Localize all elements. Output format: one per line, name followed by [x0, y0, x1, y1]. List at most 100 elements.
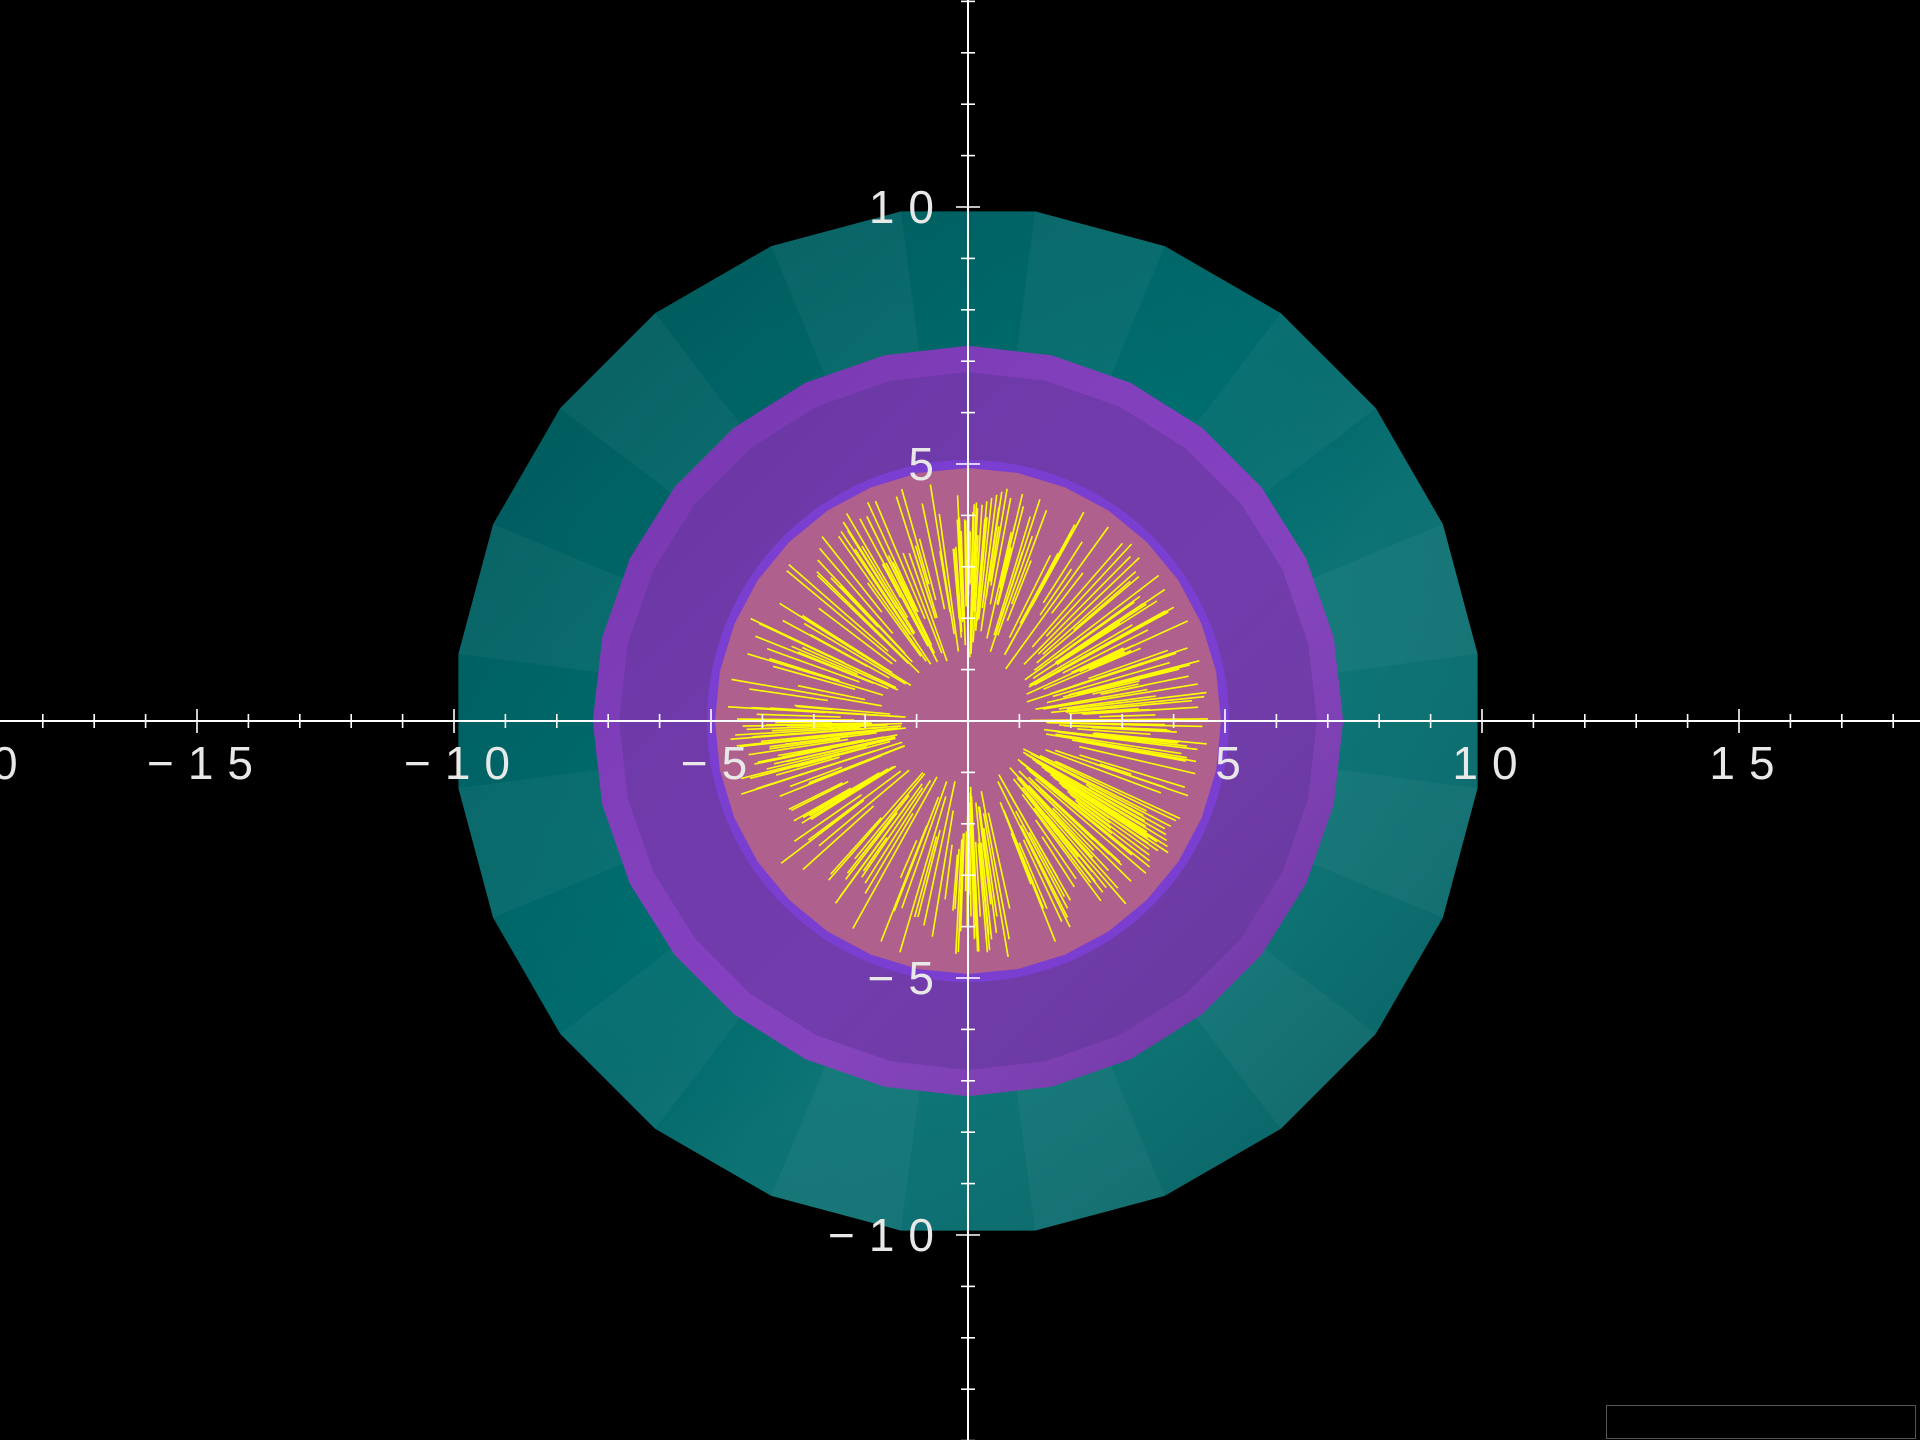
field-line [965, 520, 968, 606]
field-line [1016, 777, 1127, 905]
field-line [816, 571, 920, 674]
field-line [964, 831, 968, 892]
field-line [1079, 745, 1196, 775]
field-line [955, 839, 963, 954]
field-line [908, 552, 948, 662]
field-line [838, 535, 927, 662]
field-line [913, 836, 938, 918]
field-line [1032, 624, 1115, 679]
field-line [802, 646, 899, 691]
field-line [989, 526, 1000, 582]
field-line [980, 842, 993, 940]
field-line [1082, 702, 1165, 712]
field-line [1099, 763, 1132, 775]
field-line [978, 806, 998, 934]
field-line [802, 772, 880, 819]
field-line [751, 706, 906, 718]
field-line [993, 516, 1031, 636]
field-line [864, 779, 932, 884]
field-line [789, 766, 843, 788]
field-line [861, 787, 924, 878]
field-line [918, 538, 937, 601]
field-line [1067, 790, 1150, 850]
y-tick-label: 10 [869, 181, 948, 233]
field-line [1031, 542, 1124, 648]
field-line [982, 813, 1009, 958]
field-line [816, 801, 863, 837]
field-line [1052, 661, 1171, 698]
field-line [794, 704, 891, 715]
field-line [893, 796, 940, 912]
field-line [1033, 807, 1092, 884]
field-line [997, 781, 1071, 928]
field-line [1099, 714, 1156, 718]
field-line [730, 726, 884, 740]
field-line [1042, 541, 1083, 604]
field-line [997, 506, 1025, 606]
field-line [1020, 825, 1069, 918]
field-line [856, 829, 890, 874]
field-line [773, 736, 896, 765]
field-line [914, 545, 938, 619]
field-line [1045, 543, 1133, 637]
field-line [972, 504, 983, 643]
field-line [791, 780, 849, 812]
field-line [779, 754, 835, 771]
field-line [1052, 807, 1095, 851]
field-line [1053, 776, 1169, 854]
field-line [1029, 624, 1133, 686]
field-line [843, 522, 905, 619]
field-line [739, 727, 906, 748]
tick-labels: 0 −15 −10 −5 5 10 15 10 5 −5 −10 [0, 181, 1775, 1261]
field-line [1094, 763, 1189, 797]
field-line [983, 827, 998, 917]
field-line [1069, 793, 1111, 824]
field-line [987, 812, 1011, 909]
field-line [1031, 780, 1123, 866]
field-line [810, 633, 890, 679]
field-line [818, 769, 910, 847]
field-line [1056, 600, 1158, 666]
field-line [880, 825, 928, 942]
field-line [861, 545, 916, 634]
field-line [810, 765, 897, 821]
field-line [852, 776, 938, 929]
field-line [1090, 606, 1175, 654]
y-tick-label: −5 [868, 952, 948, 1004]
field-line [969, 792, 976, 940]
field-line [1046, 815, 1107, 889]
field-line [1039, 568, 1073, 616]
field-line [901, 781, 948, 909]
field-line [1045, 749, 1162, 794]
field-line [944, 844, 953, 900]
field-line [769, 657, 840, 682]
field-line [917, 829, 941, 918]
field-line [1055, 776, 1158, 843]
field-line [900, 488, 930, 585]
field-line [1062, 629, 1149, 674]
field-line [1045, 733, 1188, 759]
field-line [1023, 748, 1147, 812]
field-line [1048, 721, 1142, 726]
field-line [830, 577, 879, 628]
field-line [874, 500, 926, 620]
field-line [807, 770, 902, 841]
field-line [1068, 789, 1159, 852]
field-line [1043, 683, 1198, 710]
field-line [1074, 799, 1150, 856]
field-line [746, 722, 903, 731]
field-line [808, 745, 906, 785]
field-line [1088, 649, 1169, 680]
field-line [990, 488, 1008, 586]
y-tick-label: −10 [828, 1209, 948, 1261]
field-line [938, 513, 960, 652]
field-line [969, 502, 978, 652]
field-line [828, 772, 924, 881]
field-line [821, 536, 883, 613]
field-line [803, 622, 907, 685]
field-line [788, 563, 889, 652]
field-line [816, 574, 910, 665]
field-line [952, 548, 961, 620]
